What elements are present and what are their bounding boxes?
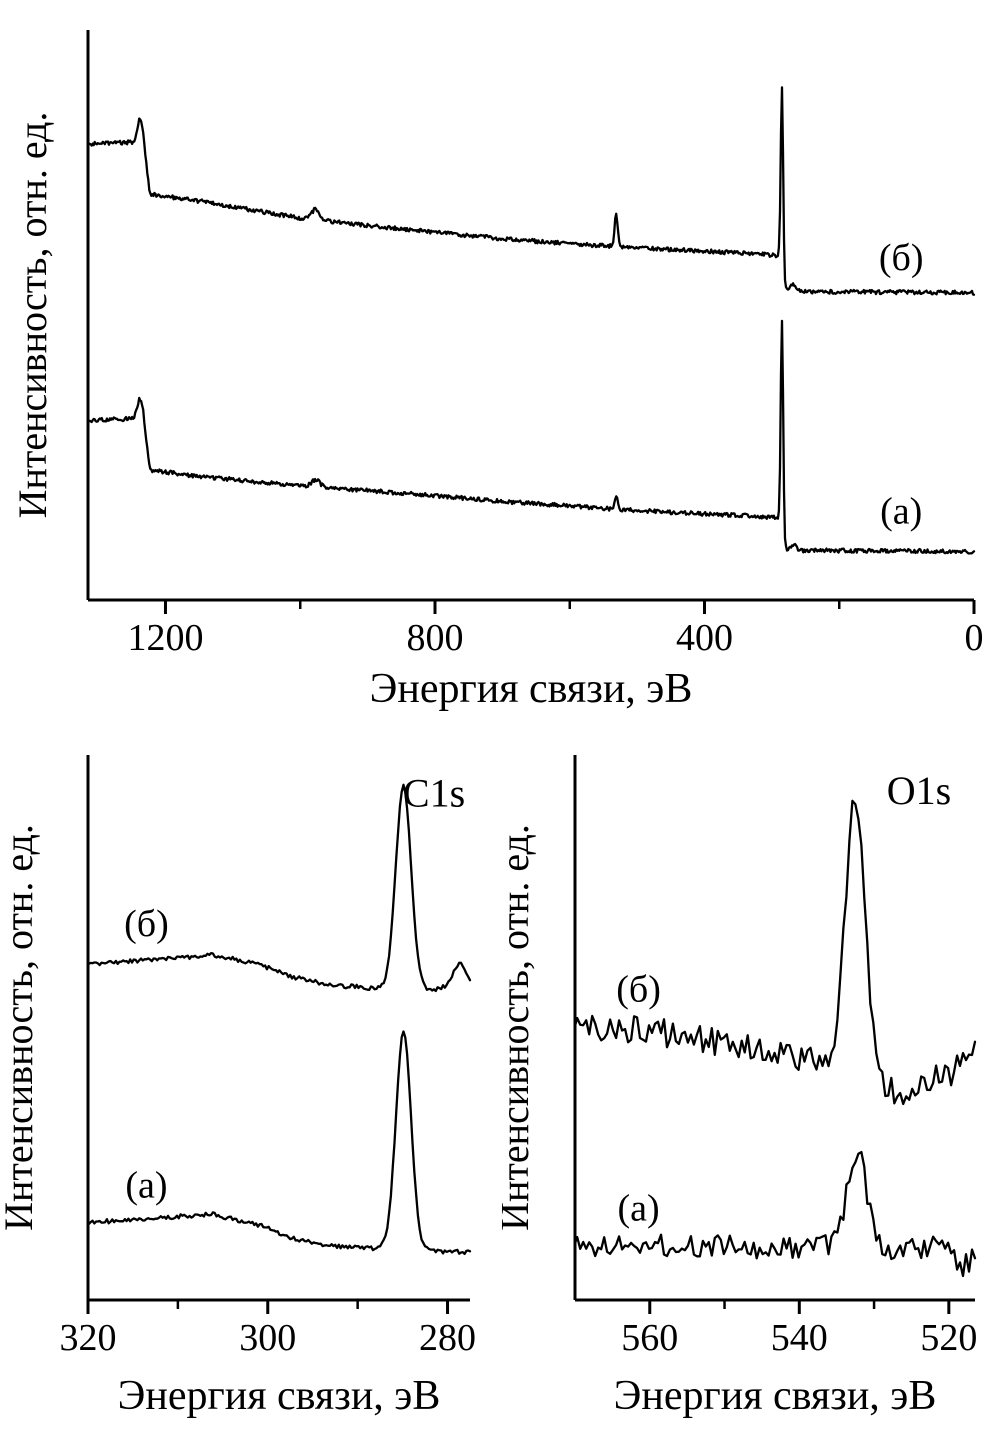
survey-spectrum-panel: 1200 800 400 0 Энергия связи, эВ Интенсивност… bbox=[0, 0, 1004, 715]
curve-label: (а) bbox=[617, 1187, 659, 1229]
c1s-spectrum-panel: 320 300 280 Энергия связи, эВ Интенсивность,… bbox=[0, 715, 502, 1442]
spectrum-curve-b bbox=[86, 783, 472, 993]
spectrum-curve-a bbox=[573, 1150, 977, 1278]
x-tick-label: 1200 bbox=[127, 617, 203, 659]
y-axis-label: Интенсивность, отн. ед. bbox=[0, 824, 41, 1231]
x-tick-label: 280 bbox=[419, 1317, 476, 1359]
bottom-panels-row: 320 300 280 Энергия связи, эВ Интенсивность,… bbox=[0, 715, 1004, 1442]
spectrum-curve-a bbox=[86, 1030, 472, 1256]
x-tick-label: 0 bbox=[965, 617, 984, 659]
y-axis-label: Интенсивность, отн. ед. bbox=[10, 112, 55, 519]
curve-label: (а) bbox=[125, 1165, 167, 1207]
x-axis-label: Энергия связи, эВ bbox=[118, 1373, 441, 1419]
curve-label: (б) bbox=[124, 903, 169, 945]
x-tick-label: 400 bbox=[676, 617, 733, 659]
spectrum-curve-a bbox=[86, 319, 976, 555]
x-tick-label: 300 bbox=[239, 1317, 296, 1359]
c1s-chart-svg: 320 300 280 Энергия связи, эВ Интенсивность,… bbox=[0, 755, 476, 1419]
survey-chart-svg: 1200 800 400 0 Энергия связи, эВ Интенсивност… bbox=[10, 30, 984, 712]
peak-label: C1s bbox=[403, 771, 465, 816]
o1s-spectrum-panel: 560 540 520 Энергия связи, эВ Интенсивность,… bbox=[502, 715, 1004, 1442]
x-tick-label: 560 bbox=[621, 1317, 678, 1359]
curve-label: (б) bbox=[879, 237, 924, 279]
spectrum-curve-b bbox=[573, 799, 977, 1106]
y-axis-label: Интенсивность, отн. ед. bbox=[502, 824, 537, 1231]
x-tick-label: 800 bbox=[406, 617, 463, 659]
curve-label: (б) bbox=[616, 968, 661, 1010]
x-tick-label: 540 bbox=[771, 1317, 828, 1359]
peak-label: O1s bbox=[887, 768, 951, 813]
curve-label: (а) bbox=[880, 491, 922, 533]
spectrum-curve-b bbox=[86, 86, 976, 296]
x-axis-label: Энергия связи, эВ bbox=[370, 666, 693, 712]
o1s-chart-svg: 560 540 520 Энергия связи, эВ Интенсивность,… bbox=[502, 755, 977, 1419]
x-tick-label: 520 bbox=[920, 1317, 977, 1359]
x-axis-label: Энергия связи, эВ bbox=[614, 1373, 937, 1419]
x-tick-label: 320 bbox=[60, 1317, 117, 1359]
